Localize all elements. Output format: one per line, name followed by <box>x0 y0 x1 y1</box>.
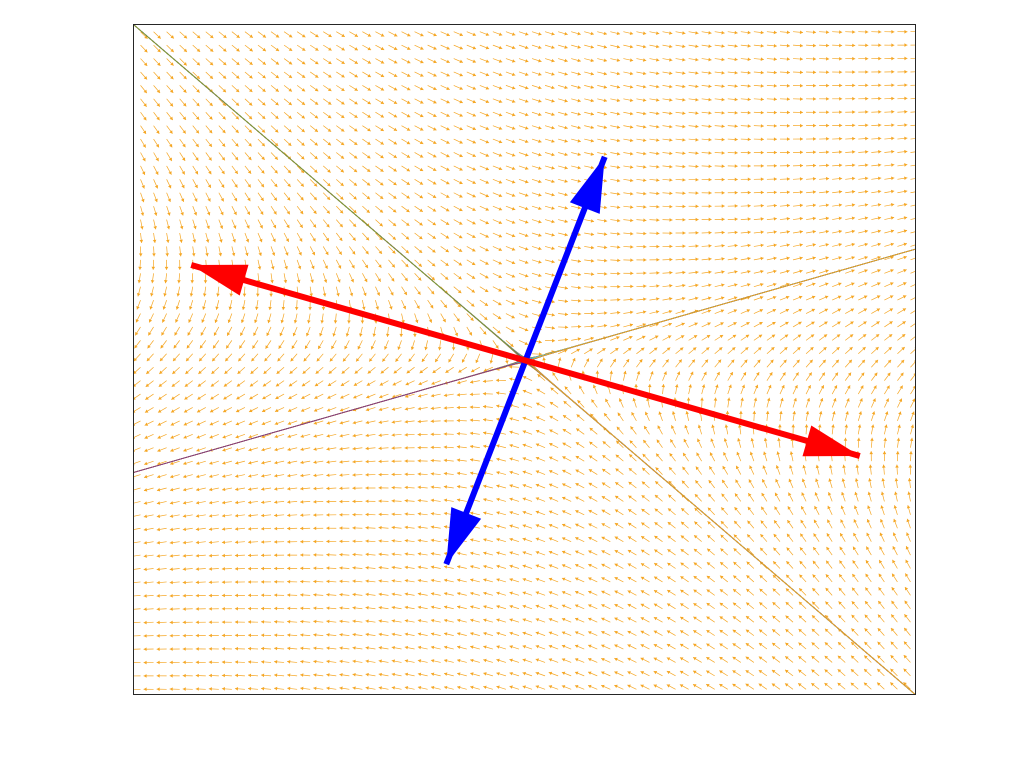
phase-portrait-plot <box>133 24 916 695</box>
plot-svg <box>134 25 916 695</box>
